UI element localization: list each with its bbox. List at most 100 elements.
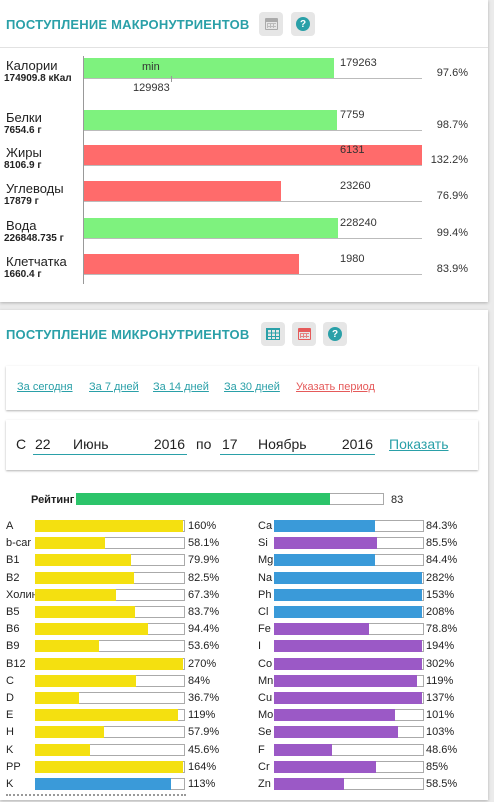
macronutrients-title: ПОСТУПЛЕНИЕ МАКРОНУТРИЕНТОВ (6, 17, 250, 32)
macro-norm-label: 6131 (340, 144, 365, 156)
vitamins-name: B5 (6, 606, 20, 618)
vitamins-name: B12 (6, 658, 26, 670)
vitamins-percent: 84% (188, 675, 211, 687)
macro-row: Жиры 8106.9 г 6131 132.2% (0, 144, 494, 175)
macro-value: 1660.4 г (4, 269, 42, 280)
to-year: 2016 (341, 436, 373, 452)
macro-percent: 83.9% (436, 263, 468, 275)
calendar-icon (264, 18, 278, 30)
minerals-name: Na (258, 572, 273, 584)
macro-name: Вода (6, 218, 37, 233)
minerals-name: Co (258, 658, 273, 670)
vitamins-bar (35, 640, 100, 652)
vitamins-percent: 113% (188, 778, 216, 790)
macro-norm-label: 23260 (340, 180, 371, 192)
macro-min-value: 129983 (133, 82, 170, 94)
macro-name: Клетчатка (6, 254, 67, 269)
minerals-percent: 48.6% (426, 744, 458, 756)
macronutrients-panel: ПОСТУПЛЕНИЕ МАКРОНУТРИЕНТОВ ? Калории 17… (0, 0, 488, 302)
macro-baseline (84, 165, 422, 166)
from-date-field[interactable]: 22 Июнь 2016 (33, 436, 187, 455)
to-day: 17 (222, 436, 238, 452)
minerals-name: Si (258, 537, 268, 549)
vitamins-name: K (6, 778, 14, 790)
macro-norm-label: 7759 (340, 109, 365, 121)
minerals-bar (274, 623, 369, 635)
macro-bar (84, 145, 423, 165)
vitamins-percent: 83.7% (188, 606, 220, 618)
macro-value: 226848.735 г (4, 233, 64, 244)
macro-value: 7654.6 г (4, 125, 42, 136)
show-button[interactable]: Показать (389, 436, 449, 452)
micro-table-button[interactable] (261, 322, 285, 346)
vitamins-bar (35, 761, 183, 773)
period-custom-link[interactable]: Указать период (296, 381, 375, 393)
macro-norm-label: 228240 (340, 217, 377, 229)
vitamins-bar (35, 572, 134, 584)
minerals-bar (274, 589, 422, 601)
vitamins-percent: 79.9% (188, 554, 220, 566)
vitamins-percent: 82.5% (188, 572, 220, 584)
minerals-name: Mn (258, 675, 274, 687)
macro-calendar-button[interactable] (259, 12, 283, 36)
minerals-bar (274, 572, 422, 584)
minerals-bar (274, 520, 376, 532)
minerals-name: Cr (258, 761, 270, 773)
macro-row: Вода 226848.735 г 228240 99.4% (0, 217, 494, 248)
minerals-percent: 153% (426, 589, 455, 601)
macro-name: Белки (6, 110, 42, 125)
period-today-link[interactable]: За сегодня (17, 381, 73, 393)
minerals-bar (274, 658, 422, 670)
vitamins-name: D (6, 692, 14, 704)
to-date-field[interactable]: 17 Ноябрь 2016 (220, 436, 375, 455)
divider (0, 47, 488, 48)
minerals-name: Mo (258, 709, 274, 721)
vitamins-bar (35, 778, 171, 790)
vitamins-percent: 36.7% (188, 692, 220, 704)
from-month: Июнь (73, 436, 109, 452)
macro-row: Углеводы 17879 г 23260 76.9% (0, 180, 494, 211)
micronutrients-title: ПОСТУПЛЕНИЕ МИКРОНУТРИЕНТОВ (6, 327, 250, 342)
vitamins-bar (35, 709, 178, 721)
period-14-days-link[interactable]: За 14 дней (153, 381, 209, 393)
macro-percent: 132.2% (430, 154, 468, 166)
minerals-bar (274, 640, 422, 652)
period-selector (6, 366, 478, 410)
macro-bar (84, 181, 281, 201)
vitamins-bar (35, 554, 131, 566)
micro-calendar-button[interactable] (292, 322, 316, 346)
vitamins-bar (35, 675, 136, 687)
vitamins-bar (35, 623, 149, 635)
minerals-bar (274, 726, 398, 738)
vitamins-bar (35, 744, 90, 756)
macro-percent: 97.6% (436, 67, 468, 79)
vitamins-percent: 270% (188, 658, 217, 670)
vitamins-bar (35, 589, 116, 601)
vitamins-percent: 58.1% (188, 537, 220, 549)
macro-baseline (84, 238, 422, 239)
vitamins-name: A (6, 520, 14, 532)
macro-value: 8106.9 г (4, 160, 42, 171)
table-icon (266, 328, 280, 340)
minerals-bar (274, 744, 333, 756)
minerals-percent: 208% (426, 606, 455, 618)
macro-norm-label: 179263 (340, 57, 377, 69)
minerals-percent: 84.4% (426, 554, 458, 566)
vitamins-percent: 160% (188, 520, 217, 532)
period-7-days-link[interactable]: За 7 дней (89, 381, 139, 393)
vitamins-percent: 164% (188, 761, 217, 773)
help-icon: ? (328, 327, 342, 341)
vitamins-bar (35, 658, 183, 670)
macro-help-button[interactable]: ? (291, 12, 315, 36)
period-30-days-link[interactable]: За 30 дней (224, 381, 280, 393)
minerals-name: Se (258, 726, 272, 738)
vitamins-name: B6 (6, 623, 20, 635)
rating-bar (76, 493, 331, 505)
vitamins-name: E (6, 709, 14, 721)
micro-help-button[interactable]: ? (323, 322, 347, 346)
footer-cut-text (6, 794, 186, 802)
minerals-percent: 58.5% (426, 778, 458, 790)
from-year: 2016 (153, 436, 185, 452)
macro-min-label: min (142, 61, 160, 73)
minerals-name: Ph (258, 589, 272, 601)
